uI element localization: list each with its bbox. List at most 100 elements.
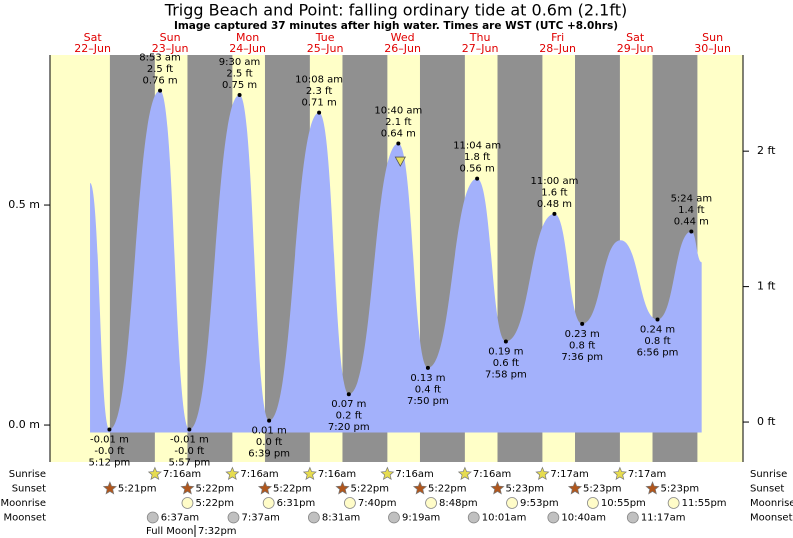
- day-name: Fri: [551, 31, 564, 44]
- y2-tick-label: 2 ft: [757, 144, 776, 157]
- day-date: 25–Jun: [307, 42, 344, 55]
- moon-phase-time: 7:32pm: [198, 526, 237, 537]
- row-icon: [227, 511, 240, 524]
- extreme-label: 11:00 am: [530, 176, 578, 187]
- extreme-label: -0.01 m: [90, 434, 129, 445]
- row-icon: [626, 511, 639, 524]
- row-icon: [457, 466, 472, 481]
- row-time: 5:23pm: [583, 484, 622, 495]
- row-icon: [302, 466, 317, 481]
- day-date: 27–Jun: [462, 42, 499, 55]
- row-time: 11:17am: [641, 513, 686, 524]
- row-time: 7:37am: [241, 513, 279, 524]
- extreme-label: 0.0 ft: [256, 437, 282, 448]
- extreme-label: 0.4 ft: [415, 384, 441, 395]
- row-time: 10:40am: [561, 513, 606, 524]
- row-label: Moonset: [750, 513, 793, 524]
- row-time: 5:22pm: [273, 484, 312, 495]
- tide-extreme: [237, 93, 242, 98]
- row-icon: [645, 481, 660, 495]
- extreme-label: 11:04 am: [453, 141, 501, 152]
- row-icon: [388, 511, 400, 524]
- tide-extreme: [396, 141, 401, 146]
- row-icon: [257, 481, 273, 495]
- extreme-label: 0.44 m: [674, 216, 709, 227]
- extreme-label: 0.23 m: [565, 329, 600, 340]
- extreme-label: 5:57 pm: [168, 457, 210, 468]
- row-icon: [146, 511, 159, 524]
- tide-extreme: [158, 88, 163, 93]
- day-date: 26–Jun: [384, 42, 421, 55]
- extreme-label: 6:39 pm: [248, 449, 290, 460]
- extreme-label: 0.24 m: [640, 324, 675, 335]
- extreme-label: 7:50 pm: [407, 396, 449, 407]
- day-name: Tue: [315, 31, 335, 44]
- y2-tick-label: 0 ft: [757, 415, 776, 428]
- extreme-label: 8:53 am: [139, 53, 181, 64]
- row-time: 5:22pm: [428, 484, 467, 495]
- row-icon: [587, 497, 599, 509]
- tide-extreme: [267, 418, 272, 423]
- extreme-label: 0.07 m: [331, 399, 366, 410]
- tide-extreme: [475, 176, 480, 181]
- row-time: 10:01am: [482, 513, 527, 524]
- extreme-label: 0.8 ft: [569, 340, 595, 351]
- row-icon: [667, 497, 680, 509]
- y2-tick-label: 1 ft: [757, 280, 776, 293]
- extreme-label: 0.6 ft: [493, 358, 519, 369]
- tide-extreme: [689, 229, 694, 234]
- tide-extreme: [346, 392, 351, 397]
- row-time: 5:23pm: [661, 484, 700, 495]
- extreme-label: -0.01 m: [170, 434, 209, 445]
- row-label: Moonrise: [750, 498, 793, 509]
- row-time: 7:17am: [550, 469, 588, 480]
- row-icon: [467, 511, 480, 524]
- chart-subtitle: Image captured 37 minutes after high wat…: [174, 20, 618, 32]
- day-name: Thu: [469, 31, 491, 44]
- extreme-label: 0.01 m: [252, 426, 287, 437]
- row-icon: [180, 481, 195, 495]
- extreme-label: 1.6 ft: [541, 187, 567, 198]
- day-name: Sat: [626, 31, 645, 44]
- tide-extreme: [317, 110, 322, 115]
- row-time: 8:48pm: [439, 498, 478, 509]
- day-date: 28–Jun: [539, 42, 576, 55]
- extreme-label: 0.64 m: [381, 128, 416, 139]
- day-date: 29–Jun: [617, 42, 654, 55]
- row-time: 6:37am: [161, 513, 199, 524]
- y-tick-label: 0.0 m: [8, 418, 40, 431]
- extreme-label: 7:36 pm: [561, 352, 603, 363]
- extreme-label: 2.3 ft: [306, 86, 332, 97]
- extreme-label: 0.19 m: [488, 346, 523, 357]
- extreme-label: 10:40 am: [374, 105, 422, 116]
- extreme-label: 0.75 m: [222, 80, 257, 91]
- day-name: Mon: [236, 31, 259, 44]
- row-label: Sunrise: [9, 469, 46, 480]
- extreme-label: 0.56 m: [460, 164, 495, 175]
- tide-extreme: [107, 427, 112, 432]
- row-time: 10:55pm: [601, 498, 646, 509]
- moon-phase: Full Moon: [146, 526, 193, 537]
- row-icon: [344, 497, 356, 509]
- row-label: Moonset: [4, 513, 47, 524]
- row-time: 6:31pm: [277, 498, 316, 509]
- row-label: Sunrise: [750, 469, 787, 480]
- day-name: Sun: [160, 31, 181, 44]
- day-date: 23–Jun: [152, 42, 189, 55]
- row-time: 5:22pm: [195, 484, 234, 495]
- extreme-label: 0.8 ft: [644, 336, 670, 347]
- row-time: 7:17am: [628, 469, 666, 480]
- tide-area: [90, 90, 702, 433]
- day-name: Wed: [391, 31, 415, 44]
- row-icon: [506, 497, 518, 509]
- tide-extreme: [503, 339, 508, 344]
- extreme-label: 7:58 pm: [485, 369, 527, 380]
- extreme-label: 2.5 ft: [226, 69, 252, 80]
- extreme-label: 5:12 pm: [89, 457, 131, 468]
- day-name: Sun: [702, 31, 723, 44]
- extreme-label: 9:30 am: [219, 57, 261, 68]
- row-icon: [102, 481, 117, 495]
- extreme-label: 7:20 pm: [328, 422, 370, 433]
- row-time: 11:55pm: [682, 498, 727, 509]
